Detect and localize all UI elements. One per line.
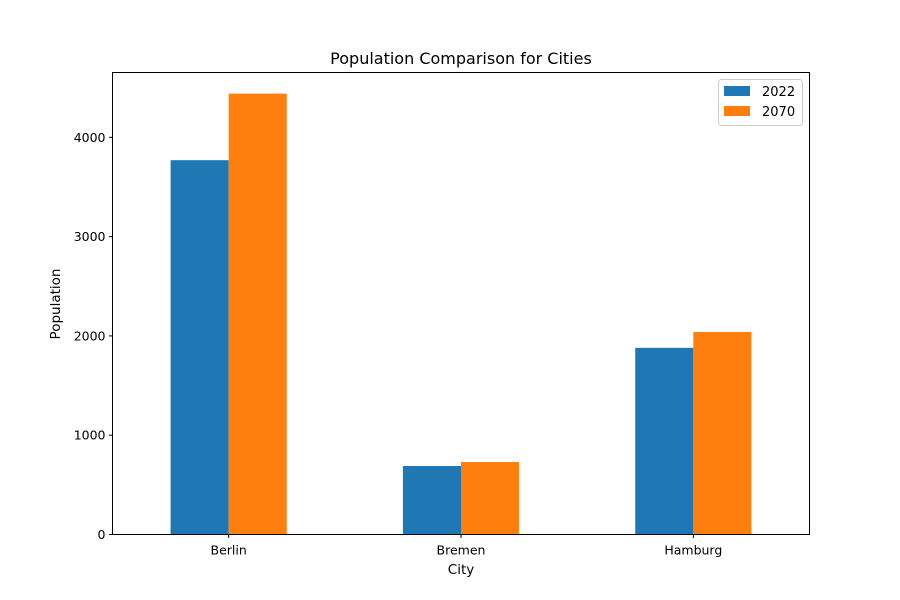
legend-swatch-2070 [724,106,750,116]
x-tick-label-bremen: Bremen [437,543,486,558]
bar-bremen-2070 [461,462,520,535]
y-axis-label: Population [48,269,64,340]
bars-group [170,93,752,535]
legend-swatch-2022 [724,86,750,96]
y-tick-label: 4000 [74,130,106,145]
y-axis-ticks: 0 1000 2000 3000 4000 [74,130,113,542]
x-tick-label-berlin: Berlin [211,543,247,558]
x-axis-ticks: Berlin Bremen Hamburg [211,534,722,558]
x-axis-label: City [448,562,474,578]
bar-hamburg-2070 [693,331,752,535]
bar-bremen-2022 [402,465,461,535]
bar-hamburg-2022 [635,347,694,535]
y-tick-label: 2000 [74,328,106,343]
legend-label-2070: 2070 [762,105,795,120]
legend: 2022 2070 [718,79,803,126]
chart-title: Population Comparison for Cities [330,49,592,68]
y-tick-label: 0 [98,527,106,542]
x-tick-label-hamburg: Hamburg [664,543,722,558]
bar-berlin-2022 [170,160,229,535]
plot-frame [112,72,810,535]
y-tick-label: 1000 [74,428,106,443]
bar-berlin-2070 [228,93,287,535]
y-tick-label: 3000 [74,229,106,244]
legend-label-2022: 2022 [762,85,795,100]
